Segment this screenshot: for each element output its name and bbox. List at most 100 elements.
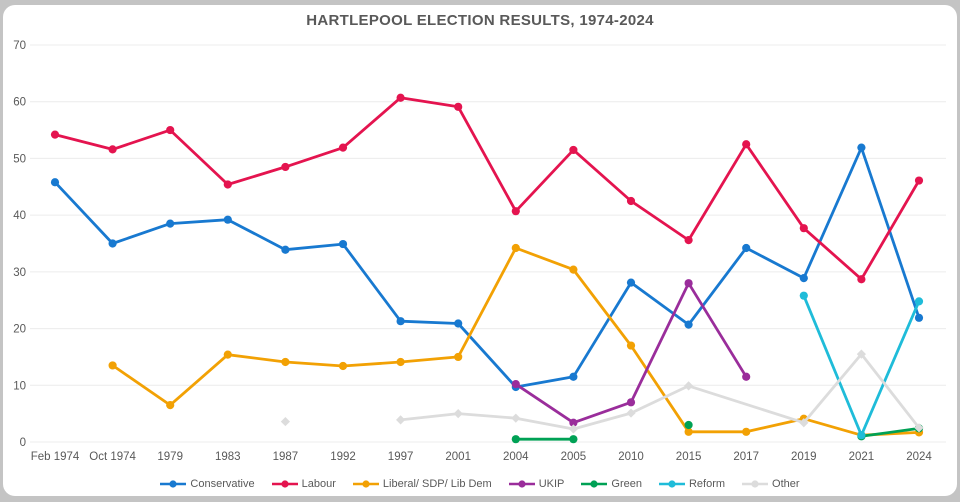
x-axis-label: 1987 (273, 451, 299, 463)
ukip-point (511, 380, 520, 389)
other-point (626, 408, 636, 418)
green-line (860, 427, 921, 438)
conservative-legend-marker-icon (160, 480, 187, 488)
other-point (280, 416, 290, 427)
chart-title: HARTLEPOOL ELECTION RESULTS, 1974-2024 (306, 12, 654, 29)
conservative-point (857, 143, 866, 152)
other-legend-marker-icon (742, 480, 769, 488)
green-point (511, 435, 520, 444)
labour-point (569, 145, 578, 155)
liberal-sdp-lib-dem-point (626, 341, 636, 350)
x-axis-label: 2004 (503, 451, 529, 463)
reform-point (914, 297, 924, 306)
other-point (396, 415, 406, 425)
y-axis-label: 60 (13, 97, 26, 109)
labour-line (53, 96, 921, 281)
legend-label: Green (611, 478, 642, 490)
other-point (511, 413, 521, 423)
conservative-point (569, 372, 578, 381)
conservative-point (396, 317, 405, 326)
conservative-point (281, 245, 290, 254)
green-point (684, 420, 693, 430)
legend-label: UKIP (538, 478, 565, 490)
line-chart: 0 10 20 30 40 50 60 70 Feb 1974 Oct 1974 1979 1983 1… (13, 40, 946, 463)
conservative-point (914, 313, 924, 322)
labour-point (799, 224, 808, 233)
labour-legend-marker-icon (271, 480, 298, 488)
x-axis-label: Feb 1974 (31, 451, 80, 463)
labour-point (626, 196, 636, 206)
labour-point (914, 176, 924, 185)
labour-point (223, 180, 232, 189)
other-point (568, 424, 578, 434)
conservative-point (50, 178, 60, 187)
labour-point (108, 145, 117, 154)
labour-point (166, 125, 175, 135)
reform-line (802, 294, 921, 437)
other-point (914, 423, 924, 433)
other-point (799, 418, 809, 428)
liberal-sdp-lib-dem-point (684, 427, 693, 436)
ukip-point (569, 418, 578, 427)
green-legend-marker-icon (581, 480, 608, 488)
labour-point (454, 102, 463, 111)
x-axis-label: 1992 (330, 451, 356, 463)
other-line (399, 352, 921, 431)
conservative-point (742, 243, 751, 253)
y-axis-label: 20 (13, 324, 26, 336)
legend-label: Conservative (190, 478, 255, 490)
conservative-point (108, 239, 117, 248)
green-point (569, 435, 578, 444)
legend-item-labour: Labour (271, 478, 336, 490)
y-axis-label: 30 (13, 267, 26, 279)
liberal-sdp-lib-dem-point (338, 361, 348, 371)
legend-item-liberal-sdp-lib-dem: Liberal/ SDP/ Lib Dem (352, 478, 492, 490)
liberal-sdp-lib-dem-point (569, 265, 578, 274)
liberal-sdp-lib-dem-point (511, 243, 520, 253)
conservative-point (166, 219, 175, 228)
liberal-sdp-lib-dem-point (223, 350, 232, 359)
y-axis-label: 10 (13, 380, 26, 392)
x-axis-label: 1983 (215, 451, 241, 463)
labour-point (742, 140, 751, 149)
ukip-point (742, 372, 751, 381)
x-axis-label: Oct 1974 (89, 451, 136, 463)
x-axis-label: 2017 (733, 451, 759, 463)
ukip-point (626, 398, 636, 407)
labour-point (281, 162, 290, 172)
liberal-sdp-lib-dem-point (166, 401, 175, 410)
conservative-point (799, 273, 808, 283)
labour-point (511, 207, 520, 216)
x-axis-label: 2005 (561, 451, 587, 463)
conservative-point (223, 215, 232, 224)
x-axis-label: 2015 (676, 451, 702, 463)
conservative-point (338, 239, 348, 249)
legend-item-reform: Reform (658, 478, 726, 490)
other-point (453, 409, 463, 419)
liberal-sdp-lib-dem-point (742, 427, 751, 436)
legend-item-conservative: Conservative (160, 478, 255, 490)
y-axis-label: 0 (20, 437, 26, 449)
x-axis-label: 2021 (849, 451, 875, 463)
conservative-point (454, 319, 463, 328)
labour-point (684, 235, 693, 245)
conservative-point (626, 278, 636, 287)
conservative-point (684, 320, 693, 329)
chart-legend: Conservative Labour Liberal/ SDP/ Lib Dem U… (0, 473, 960, 495)
legend-item-ukip: UKIP (508, 478, 565, 490)
ukip-legend-marker-icon (508, 480, 535, 488)
liberal-sdp-lib-dem-point (108, 361, 117, 370)
legend-item-other: Other (742, 478, 800, 490)
x-axis-label: 1979 (157, 451, 183, 463)
labour-point (857, 275, 866, 284)
ukip-point (684, 279, 693, 288)
liberal-sdp-lib-dem-point (281, 357, 290, 367)
liberal-sdp-lib-dem-legend-marker-icon (352, 480, 379, 488)
y-axis-label: 50 (13, 153, 26, 165)
x-axis-label: 2024 (906, 451, 932, 463)
labour-point (50, 130, 60, 139)
labour-point (396, 93, 405, 102)
legend-label: Reform (688, 478, 726, 490)
legend-label: Other (772, 478, 800, 490)
x-axis-label: 2010 (618, 451, 644, 463)
